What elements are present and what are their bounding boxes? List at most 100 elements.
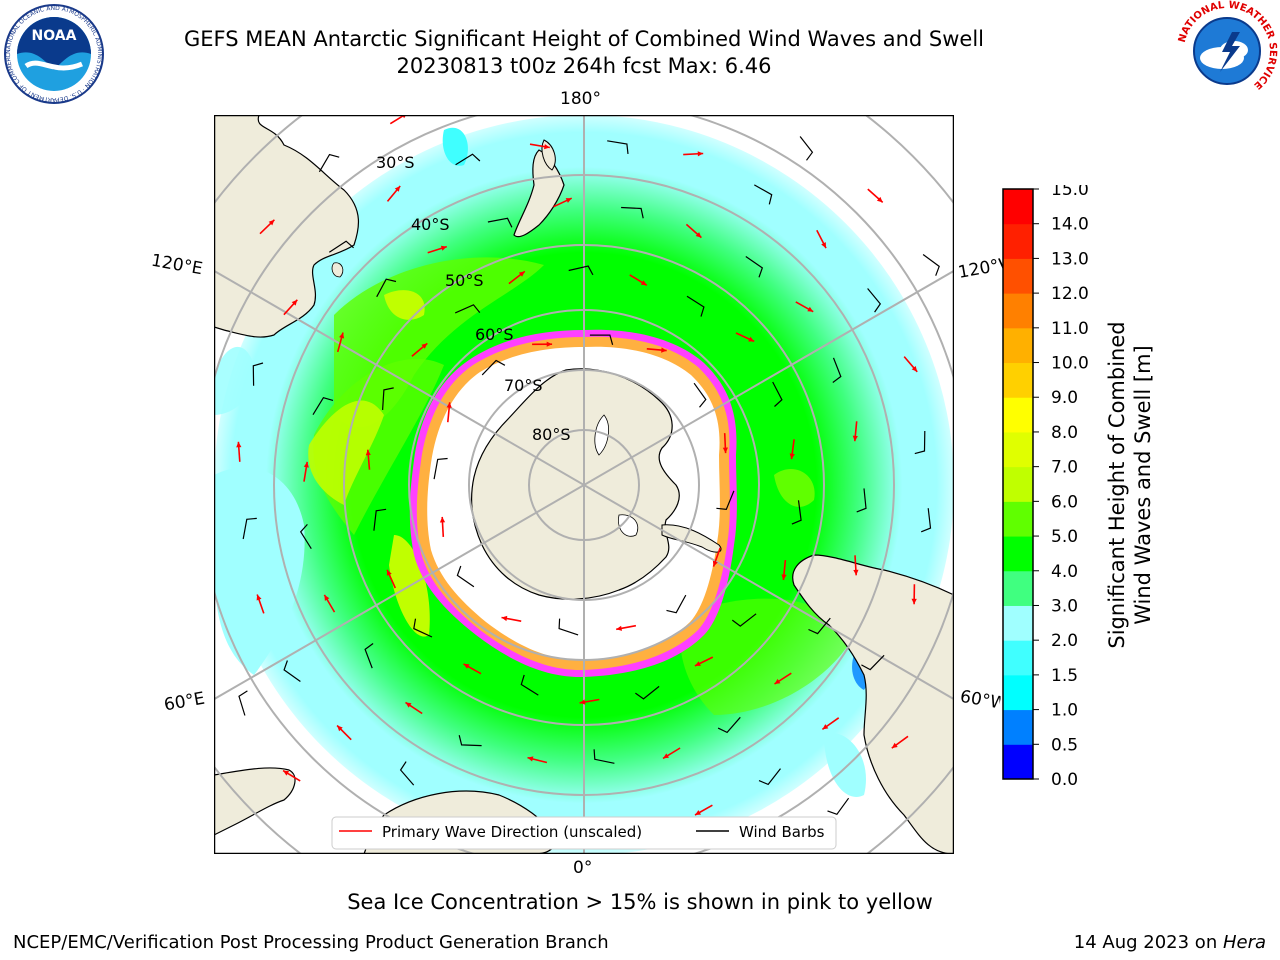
wave-arrow-head	[421, 343, 428, 349]
colorbar-swatch	[1003, 640, 1033, 676]
wave-arrow-head	[324, 594, 330, 601]
colorbar-swatch	[1003, 362, 1033, 398]
wind-barb	[252, 362, 264, 386]
colorbar-tick-label: 1.0	[1051, 701, 1078, 721]
wind-barb	[861, 654, 885, 671]
legend-wave-label: Primary Wave Direction (unscaled)	[382, 823, 642, 841]
chart-title: GEFS MEAN Antarctic Significant Height o…	[183, 27, 985, 51]
colorbar-tick-label: 4.0	[1051, 562, 1078, 582]
chart-subtitle: 20230813 t00z 264h fcst Max: 6.46	[396, 54, 772, 78]
sea-ice-note: Sea Ice Concentration > 15% is shown in …	[347, 890, 933, 914]
wave-arrow-head	[446, 402, 452, 408]
wave-arrow-head	[386, 569, 392, 576]
wave-arrow-head	[339, 332, 345, 339]
colorbar-tick-label: 7.0	[1051, 458, 1078, 478]
wave-arrow-head	[712, 560, 718, 567]
wave-arrow-head	[365, 449, 371, 456]
wave-arrow-head	[303, 461, 309, 468]
wave-arrow-head	[697, 151, 704, 157]
date-text: 14 Aug 2023 on	[1073, 932, 1223, 953]
colorbar-tick-label: 10.0	[1051, 354, 1089, 374]
wave-arrow-head	[663, 753, 669, 759]
wave-arrow-head	[546, 341, 553, 347]
wave-arrow-head	[661, 347, 667, 353]
wind-barb	[413, 618, 433, 638]
wave-arrow-head	[463, 663, 470, 669]
wave-arrow-head	[405, 702, 412, 708]
wind-barb	[399, 761, 415, 786]
wind-barb	[487, 217, 513, 228]
colorbar-tick-label: 12.0	[1051, 284, 1089, 304]
wind-barb	[717, 716, 741, 734]
colorbar-frame	[1002, 188, 1034, 780]
wave-arrow-head	[268, 219, 275, 226]
wind-barb	[589, 334, 614, 345]
wind-barb	[607, 140, 629, 154]
wind-barb	[238, 690, 248, 716]
wind-barb	[693, 382, 707, 408]
colorbar-swatch	[1003, 466, 1033, 502]
wind-barb	[832, 357, 842, 383]
wave-arrow-head	[544, 144, 550, 150]
lat-label-80s: 80°S	[532, 425, 571, 444]
wind-barb	[621, 206, 644, 219]
colorbar-swatch	[1003, 431, 1033, 468]
wind-barb	[433, 457, 448, 480]
lon-label-120e: 120°E	[149, 250, 205, 280]
wind-barb	[312, 396, 334, 416]
colorbar-swatch	[1003, 189, 1033, 225]
wave-arrow-head	[807, 306, 814, 312]
wind-barb	[558, 618, 579, 636]
colorbar-swatch	[1003, 397, 1033, 433]
lat-label-40s: 40°S	[411, 215, 450, 234]
wind-barb	[791, 500, 802, 525]
wind-barb	[299, 523, 312, 550]
wind-barb	[456, 565, 475, 588]
wind-barb	[745, 256, 764, 278]
wind-barb	[382, 387, 394, 410]
lat-label-30s: 30°S	[376, 153, 415, 172]
wave-direction-arrows	[236, 115, 918, 816]
wind-barb	[666, 594, 687, 614]
colorbar-swatch	[1003, 605, 1033, 641]
colorbar-swatch	[1003, 709, 1033, 745]
lat-label-50s: 50°S	[445, 271, 484, 290]
lat-label-70s: 70°S	[504, 376, 543, 395]
wave-arrow-head	[440, 245, 447, 251]
wave-arrow-head	[774, 678, 781, 684]
wind-barb	[593, 749, 615, 764]
wind-barb	[481, 359, 506, 376]
wave-arrow-head	[394, 186, 401, 192]
wave-arrow-head	[852, 435, 858, 442]
map-legend: Primary Wave Direction (unscaled) Wind B…	[331, 816, 837, 850]
wind-barb	[455, 153, 481, 166]
colorbar-tick-label: 2.0	[1051, 631, 1078, 651]
wind-barbs	[238, 136, 940, 816]
wind-barb	[754, 184, 773, 205]
wind-barb	[799, 136, 814, 161]
map-frame	[214, 115, 954, 854]
wind-barb	[827, 797, 850, 816]
nws-logo: NATIONAL WEATHER SERVICE	[1177, 0, 1278, 101]
wind-barb	[283, 660, 301, 682]
wind-barb	[364, 643, 374, 669]
colorbar-swatch	[1003, 501, 1033, 537]
colorbar-tick-label: 1.5	[1051, 666, 1078, 686]
wind-barb	[922, 254, 940, 276]
wave-arrow-head	[527, 756, 534, 762]
wave-arrow-head	[256, 594, 262, 601]
wind-barb	[867, 288, 882, 313]
colorbar-tick-label: 13.0	[1051, 249, 1089, 269]
wave-arrow-head	[789, 453, 795, 460]
colorbar-tick-label: 14.0	[1051, 215, 1089, 235]
wave-arrow-head	[694, 661, 701, 666]
wave-arrow-head	[822, 724, 829, 730]
wind-barb	[458, 735, 482, 747]
colorbar-swatch	[1003, 674, 1033, 711]
colorbar-swatch	[1003, 223, 1033, 259]
wind-barb	[716, 490, 735, 511]
colorbar-swatch	[1003, 293, 1033, 329]
legend-barb-label: Wind Barbs	[739, 823, 825, 841]
wave-arrow-head	[722, 447, 728, 454]
noaa-logo: NATIONAL OCEANIC AND ATMOSPHERIC ADMINIS…	[4, 4, 104, 104]
